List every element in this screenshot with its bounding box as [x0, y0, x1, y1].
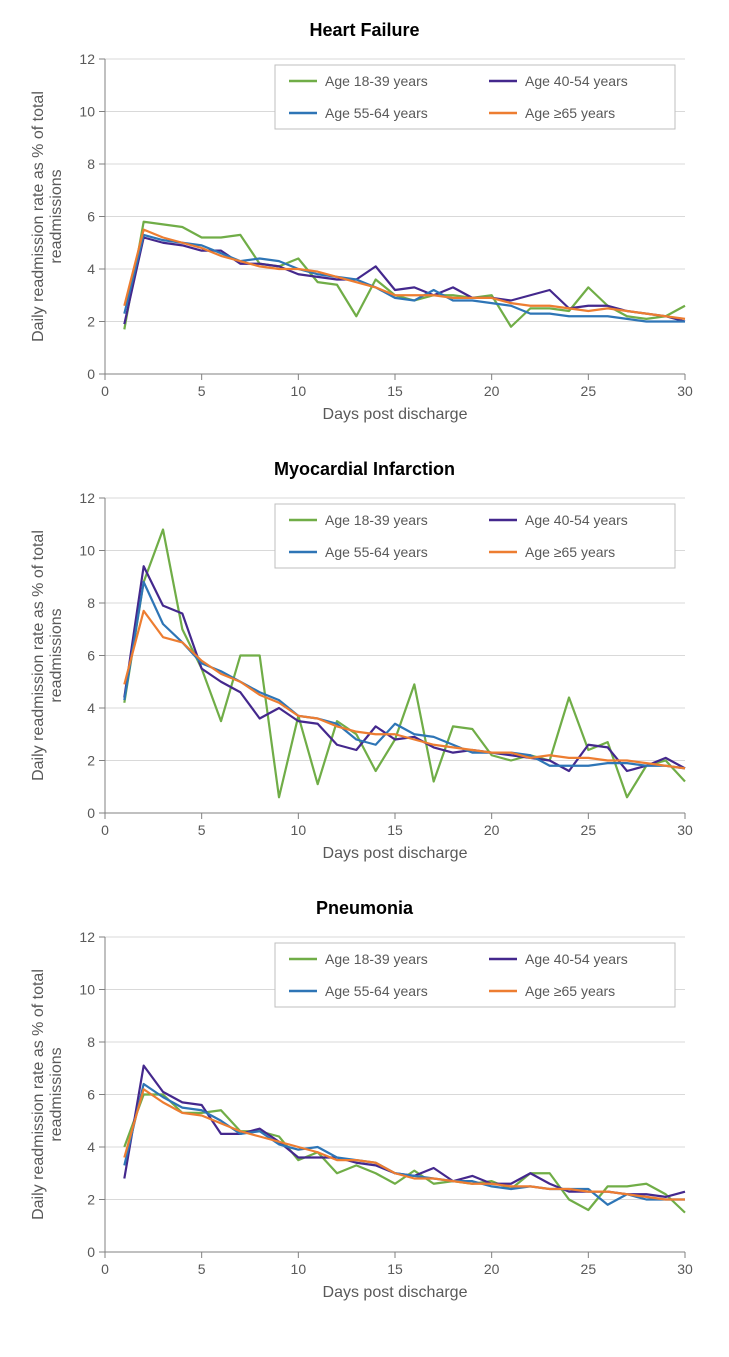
svg-text:5: 5 [197, 822, 205, 838]
svg-text:5: 5 [197, 1261, 205, 1277]
chart-panel: Pneumonia 0 2 4 6 8 10 12 0 5 10 15 20 25 30 Age 18-39 … [25, 898, 705, 1307]
svg-text:2: 2 [87, 314, 95, 330]
legend-item-label: Age ≥65 years [525, 105, 615, 121]
chart-panel: Heart Failure 0 2 4 6 8 10 12 0 5 10 15 20 25 30 Age 18… [25, 20, 705, 429]
svg-text:15: 15 [387, 822, 403, 838]
svg-text:20: 20 [483, 1261, 499, 1277]
svg-text:0: 0 [101, 822, 109, 838]
svg-text:8: 8 [87, 156, 95, 172]
svg-text:12: 12 [79, 929, 95, 945]
svg-text:2: 2 [87, 753, 95, 769]
svg-text:6: 6 [87, 1087, 95, 1103]
svg-text:8: 8 [87, 595, 95, 611]
svg-text:15: 15 [387, 1261, 403, 1277]
svg-text:10: 10 [290, 1261, 306, 1277]
svg-text:2: 2 [87, 1192, 95, 1208]
x-axis-title: Days post discharge [322, 406, 467, 423]
legend-item-label: Age 18-39 years [325, 512, 428, 528]
chart-title: Pneumonia [25, 898, 705, 919]
svg-text:10: 10 [79, 543, 95, 559]
svg-text:30: 30 [677, 383, 693, 399]
svg-text:0: 0 [87, 1244, 95, 1260]
svg-text:8: 8 [87, 1034, 95, 1050]
svg-text:4: 4 [87, 261, 95, 277]
legend-item-label: Age ≥65 years [525, 544, 615, 560]
svg-text:10: 10 [79, 104, 95, 120]
chart-panel: Myocardial Infarction 0 2 4 6 8 10 12 0 5 10 15 20 25… [25, 459, 705, 868]
svg-text:4: 4 [87, 700, 95, 716]
svg-text:0: 0 [87, 805, 95, 821]
legend: Age 18-39 years Age 40-54 years Age 55-64 … [275, 943, 675, 1007]
legend-item-label: Age 18-39 years [325, 951, 428, 967]
svg-text:25: 25 [580, 822, 596, 838]
svg-text:5: 5 [197, 383, 205, 399]
chart-title: Heart Failure [25, 20, 705, 41]
legend-item-label: Age 55-64 years [325, 983, 428, 999]
svg-text:25: 25 [580, 1261, 596, 1277]
legend-item-label: Age ≥65 years [525, 983, 615, 999]
svg-text:12: 12 [79, 51, 95, 67]
svg-text:25: 25 [580, 383, 596, 399]
svg-text:30: 30 [677, 822, 693, 838]
x-axis-title: Days post discharge [322, 1284, 467, 1301]
legend: Age 18-39 years Age 40-54 years Age 55-64 … [275, 65, 675, 129]
legend-item-label: Age 55-64 years [325, 105, 428, 121]
chart-title: Myocardial Infarction [25, 459, 705, 480]
svg-text:0: 0 [101, 383, 109, 399]
x-axis-title: Days post discharge [322, 845, 467, 862]
svg-text:30: 30 [677, 1261, 693, 1277]
chart-svg: 024681012051015202530Age 18-39 yearsAge … [25, 488, 705, 868]
svg-text:10: 10 [290, 383, 306, 399]
legend-item-label: Age 40-54 years [525, 512, 628, 528]
legend-item-label: Age 40-54 years [525, 951, 628, 967]
svg-text:10: 10 [290, 822, 306, 838]
svg-text:6: 6 [87, 648, 95, 664]
svg-text:0: 0 [87, 366, 95, 382]
legend-item-label: Age 40-54 years [525, 73, 628, 89]
svg-text:12: 12 [79, 490, 95, 506]
svg-text:10: 10 [79, 982, 95, 998]
svg-text:20: 20 [483, 822, 499, 838]
legend-item-label: Age 55-64 years [325, 544, 428, 560]
chart-svg: 024681012051015202530Age 18-39 yearsAge … [25, 927, 705, 1307]
svg-text:4: 4 [87, 1139, 95, 1155]
chart-svg: 024681012051015202530Age 18-39 yearsAge … [25, 49, 705, 429]
svg-text:20: 20 [483, 383, 499, 399]
svg-text:0: 0 [101, 1261, 109, 1277]
legend-item-label: Age 18-39 years [325, 73, 428, 89]
svg-text:6: 6 [87, 209, 95, 225]
svg-text:15: 15 [387, 383, 403, 399]
legend: Age 18-39 years Age 40-54 years Age 55-64 … [275, 504, 675, 568]
